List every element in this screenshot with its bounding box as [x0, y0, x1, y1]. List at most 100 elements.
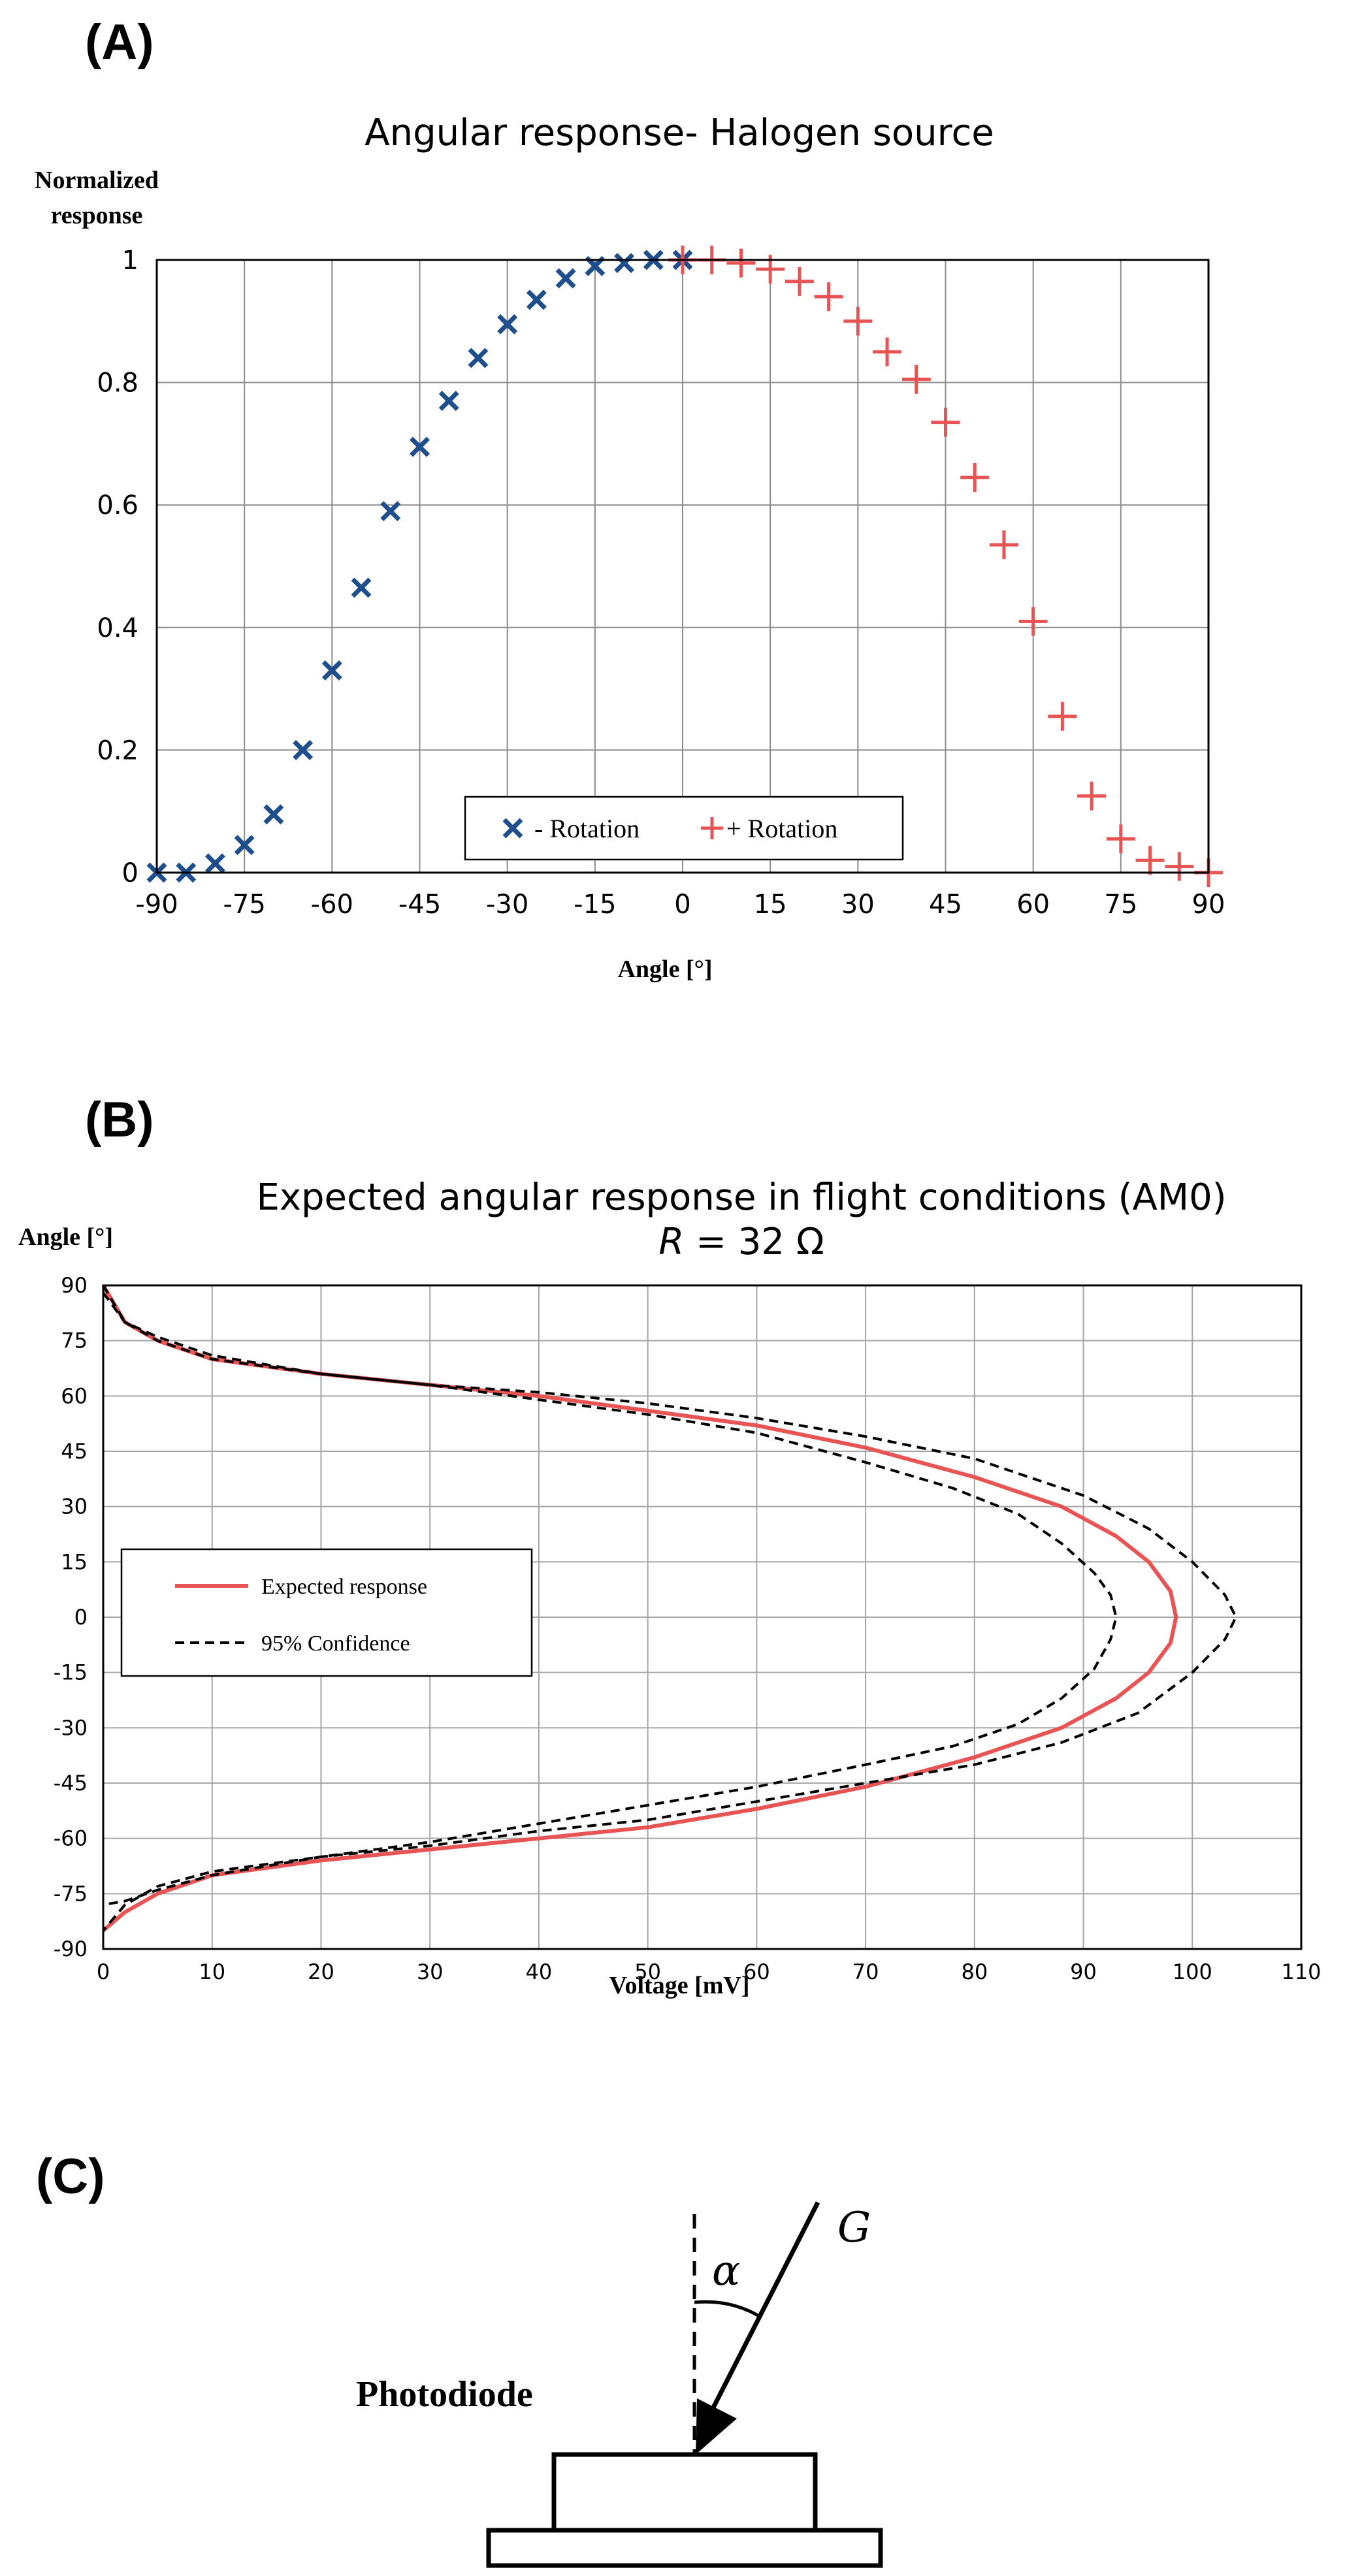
chart-a-y-tick-label: 0.4	[97, 613, 138, 643]
chart-b: Expected angular response in flight cond…	[18, 1176, 1321, 1999]
marker-stroke	[380, 501, 401, 522]
chart-a-title: Angular response- Halogen source	[365, 112, 994, 154]
chart-a-legend: - Rotation + Rotation	[464, 796, 904, 861]
irradiance-g-label: G	[837, 2204, 871, 2252]
chart-a-x-tick-label: 90	[1192, 890, 1225, 920]
chart-b-x-tick-label: 70	[852, 1959, 879, 1984]
marker-stroke	[438, 391, 459, 411]
chart-a-grid	[156, 259, 1209, 873]
chart-b-y-tick-label: -90	[54, 1937, 88, 1961]
irradiance-arrow-shaft	[709, 2201, 820, 2411]
chart-b-x-tick-label: 40	[526, 1959, 553, 1984]
minus-rotation-point	[204, 853, 225, 874]
chart-b-y-tick-label: -30	[54, 1715, 88, 1740]
marker-stroke	[321, 660, 342, 681]
chart-b-series	[101, 1284, 1237, 1933]
legend-marker-minus-rotation	[502, 818, 523, 839]
chart-b-y-ticks: 90 75 60 45 30 15 0 -15 -30 -45 -60 -75 -90	[54, 1273, 88, 1961]
chart-b-y-tick-label: -45	[54, 1771, 88, 1795]
minus-rotation-point	[438, 391, 459, 411]
chart-b-y-tick-label: -75	[54, 1881, 88, 1906]
chart-a-x-tick-label: -30	[486, 890, 528, 920]
chart-b-y-tick-label: 60	[61, 1383, 88, 1408]
chart-a-x-tick-label: 15	[754, 890, 787, 920]
plus-rotation-point	[785, 266, 814, 296]
chart-b-x-tick-label: 80	[961, 1959, 988, 1984]
chart-b-plot-frame	[102, 1284, 1303, 1950]
marker-stroke	[234, 835, 255, 856]
legend-marker-plus-rotation	[701, 817, 723, 839]
chart-a-y-tick-label: 0.6	[97, 491, 138, 521]
chart-a-x-tick-label: 75	[1104, 890, 1137, 920]
plus-rotation-point	[814, 282, 843, 312]
chart-a-series	[146, 246, 1223, 887]
plus-rotation-point	[1135, 846, 1165, 875]
chart-b-x-tick-label: 30	[417, 1959, 444, 1984]
chart-a-x-tick-label: 0	[674, 890, 690, 920]
minus-rotation-point	[293, 739, 314, 760]
chart-a-y-tick-label: 1	[122, 246, 138, 276]
chart-b-y-tick-label: 30	[61, 1494, 88, 1519]
minus-rotation-point	[234, 835, 255, 856]
plus-rotation-point	[1018, 607, 1048, 636]
minus-rotation-point	[351, 577, 372, 598]
minus-rotation-point	[321, 660, 342, 681]
photodiode-body	[551, 2452, 818, 2533]
minus-rotation-point	[497, 314, 518, 334]
marker-stroke	[410, 436, 430, 457]
marker-stroke	[293, 739, 314, 760]
panel-label-a: (A)	[85, 14, 154, 70]
panel-label-c: (C)	[36, 2149, 105, 2204]
minus-rotation-point	[614, 253, 635, 274]
chart-a-x-tick-label: -45	[398, 890, 441, 920]
chart-b-subtitle-variable: R	[658, 1221, 684, 1263]
marker-stroke	[468, 347, 489, 368]
chart-b-y-tick-label: 15	[61, 1549, 88, 1574]
photodiode-label: Photodiode	[356, 2374, 533, 2415]
chart-b-y-tick-label: 90	[61, 1273, 88, 1298]
chart-a-x-tick-label: -90	[135, 890, 178, 920]
minus-rotation-point	[380, 501, 401, 522]
plus-rotation-point	[960, 462, 990, 492]
chart-a-y-tick-label: 0	[122, 858, 138, 888]
chart-a-legend-box	[464, 796, 904, 861]
marker-stroke	[263, 804, 284, 825]
chart-a-y-tick-label: 0.2	[97, 735, 138, 765]
plus-rotation-point	[843, 306, 873, 336]
photodiode-diagram: α G Photodiode	[356, 2201, 883, 2568]
chart-b-x-tick-label: 60	[743, 1959, 770, 1984]
chart-a-x-tick-label: -60	[311, 890, 353, 920]
chart-b-x-tick-label: 110	[1281, 1959, 1321, 1984]
legend-label-minus-rotation: - Rotation	[534, 814, 640, 843]
chart-a-plot-frame	[155, 259, 1210, 874]
chart-a-x-tick-label: 45	[929, 890, 962, 920]
marker-stroke	[526, 289, 547, 310]
marker-stroke	[614, 253, 635, 274]
chart-b-x-ticks: 0 10 20 30 40 50 60 70 80 90 100 110	[97, 1959, 1321, 1984]
chart-b-x-tick-label: 0	[97, 1959, 110, 1984]
angle-alpha-label: α	[712, 2247, 740, 2295]
angle-arc	[694, 2300, 762, 2319]
chart-a-x-tick-label: 30	[841, 890, 875, 920]
plus-rotation-point	[989, 530, 1018, 560]
panel-label-b: (B)	[85, 1092, 154, 1148]
plus-rotation-point	[1048, 701, 1077, 731]
plus-rotation-point	[901, 364, 931, 394]
chart-a-y-tick-label: 0.8	[97, 368, 138, 398]
minus-rotation-point	[410, 436, 430, 457]
chart-b-xlabel: Voltage [mV]	[609, 1972, 750, 1999]
plus-rotation-point	[1165, 852, 1194, 881]
chart-b-title: Expected angular response in flight cond…	[256, 1176, 1226, 1219]
marker-stroke	[497, 314, 518, 334]
plus-rotation-point	[1077, 781, 1107, 811]
chart-b-x-tick-label: 100	[1173, 1959, 1212, 1984]
chart-b-subtitle-value: = 32 Ω	[684, 1221, 824, 1263]
plus-rotation-point	[931, 408, 960, 437]
minus-rotation-point	[468, 347, 489, 368]
chart-a: Angular response- Halogen source Normali…	[35, 112, 1225, 983]
chart-a-ylabel-line2: response	[51, 202, 143, 229]
chart-b-x-tick-label: 20	[308, 1959, 334, 1984]
confidence-upper-line	[102, 1292, 1237, 1932]
minus-rotation-point	[526, 289, 547, 310]
